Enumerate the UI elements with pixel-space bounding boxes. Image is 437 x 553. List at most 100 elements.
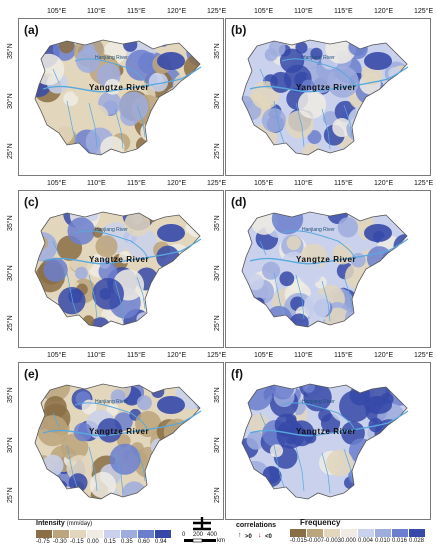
longitude-tick-label: 125°E bbox=[207, 180, 227, 187]
hanjiang-river-label: Hanjiang River bbox=[302, 399, 335, 405]
hanjiang-river-label: Hanjiang River bbox=[95, 227, 128, 233]
panel-label: (f) bbox=[231, 367, 243, 381]
longitude-tick-label: 120°E bbox=[374, 180, 394, 187]
latitude-tick-label: 35°N bbox=[7, 215, 14, 231]
legend-swatch bbox=[375, 529, 391, 537]
frequency-color-ramp bbox=[290, 529, 426, 537]
intensity-legend: Intensity (mm/day) -0.75 -0.30 -0.15 0.00 0.… bbox=[36, 520, 174, 546]
legend-swatch bbox=[392, 529, 408, 537]
legend-value: -0.15 bbox=[70, 539, 84, 545]
longitude-tick-label: 105°E bbox=[47, 352, 67, 359]
latitude-tick-label: 25°N bbox=[214, 143, 221, 159]
yangtze-river-label: Yangtze River bbox=[89, 83, 150, 92]
latitude-tick-label: 35°N bbox=[214, 387, 221, 403]
map-canvas bbox=[241, 383, 409, 500]
hanjiang-river-label: Hanjiang River bbox=[95, 399, 128, 405]
longitude-tick-label: 120°E bbox=[167, 352, 187, 359]
hanjiang-river-line bbox=[281, 230, 355, 258]
legend-swatch bbox=[138, 530, 154, 538]
arrow-down-icon: ↓ bbox=[258, 532, 262, 539]
scale-unit: km bbox=[217, 538, 225, 544]
latitude-tick-label: 30°N bbox=[7, 93, 14, 109]
longitude-tick-label: 125°E bbox=[207, 352, 227, 359]
latitude-tick-label: 25°N bbox=[214, 315, 221, 331]
legend-swatch bbox=[155, 530, 171, 538]
legend-swatch bbox=[36, 530, 52, 538]
intensity-color-ramp bbox=[36, 530, 174, 538]
legend-value: 0.000 bbox=[341, 538, 357, 544]
longitude-tick-label: 105°E bbox=[254, 8, 274, 15]
hanjiang-river-label: Hanjiang River bbox=[302, 55, 335, 61]
latitude-tick-label: 35°N bbox=[214, 43, 221, 59]
latitude-tick-label: 35°N bbox=[7, 43, 14, 59]
yangtze-river-line bbox=[42, 410, 202, 437]
longitude-tick-label: 120°E bbox=[167, 8, 187, 15]
longitude-tick-label: 110°E bbox=[294, 8, 313, 15]
longitude-tick-label: 110°E bbox=[87, 8, 106, 15]
longitude-tick-label: 125°E bbox=[414, 8, 434, 15]
latitude-tick-label: 30°N bbox=[214, 437, 221, 453]
north-arrow-icon bbox=[184, 517, 216, 543]
hanjiang-river-line bbox=[74, 402, 148, 430]
yangtze-river-label: Yangtze River bbox=[296, 83, 357, 92]
panel-label: (e) bbox=[24, 367, 39, 381]
longitude-tick-label: 120°E bbox=[167, 180, 187, 187]
latitude-tick-label: 30°N bbox=[7, 437, 14, 453]
longitude-tick-label: 110°E bbox=[294, 180, 313, 187]
hanjiang-river-label: Hanjiang River bbox=[95, 55, 128, 61]
latitude-tick-label: 25°N bbox=[7, 315, 14, 331]
yangtze-river-label: Yangtze River bbox=[296, 427, 357, 436]
legend-value: 0.016 bbox=[392, 538, 408, 544]
longitude-tick-label: 110°E bbox=[87, 352, 106, 359]
panel-label: (d) bbox=[231, 195, 247, 209]
longitude-tick-label: 115°E bbox=[334, 180, 353, 187]
legend-swatch bbox=[87, 530, 103, 538]
latitude-tick-label: 25°N bbox=[7, 487, 14, 503]
scale-label-200: 200 bbox=[193, 532, 204, 538]
longitude-tick-label: 115°E bbox=[334, 8, 353, 15]
yangtze-river-label: Yangtze River bbox=[296, 255, 357, 264]
legend-value: 0.00 bbox=[87, 539, 99, 545]
legend-value: -0.75 bbox=[36, 539, 50, 545]
map-canvas bbox=[241, 211, 409, 328]
legend-value: 0.004 bbox=[358, 538, 374, 544]
legend-value: 0.35 bbox=[121, 539, 133, 545]
correlations-title: correlations bbox=[236, 522, 277, 529]
yangtze-river-line bbox=[249, 410, 409, 437]
legend-value: -0.015 bbox=[290, 538, 308, 544]
panel-label: (b) bbox=[231, 23, 247, 37]
yangtze-river-label: Yangtze River bbox=[89, 255, 150, 264]
map-canvas bbox=[34, 39, 202, 156]
legend-swatch bbox=[358, 529, 374, 537]
longitude-tick-label: 125°E bbox=[207, 8, 227, 15]
longitude-tick-label: 110°E bbox=[87, 180, 106, 187]
yangtze-river-line bbox=[249, 238, 409, 265]
hanjiang-river-label: Hanjiang River bbox=[302, 227, 335, 233]
longitude-tick-label: 105°E bbox=[254, 180, 274, 187]
longitude-tick-label: 115°E bbox=[127, 180, 146, 187]
legend-swatch bbox=[409, 529, 425, 537]
latitude-tick-label: 35°N bbox=[214, 215, 221, 231]
scale-label-0: 0 bbox=[182, 532, 186, 538]
map-canvas bbox=[34, 211, 202, 328]
legend-value: -0.007 bbox=[307, 538, 325, 544]
longitude-tick-label: 115°E bbox=[334, 352, 353, 359]
legend-swatch bbox=[53, 530, 69, 538]
longitude-tick-label: 115°E bbox=[127, 8, 146, 15]
map-panel-e: (e) Yangtze River Hanjiang River 105°E 110°E… bbox=[7, 352, 226, 520]
positive-correlation-label: >0 bbox=[245, 534, 252, 540]
frequency-legend-values: -0.015 -0.007 -0.003 0.000 0.004 0.010 0.016 0.… bbox=[290, 538, 430, 546]
longitude-tick-label: 120°E bbox=[374, 8, 394, 15]
hanjiang-river-line bbox=[281, 402, 355, 430]
frequency-legend: Frequency -0.015 -0.007 -0.003 0.000 0.004 0.… bbox=[290, 518, 430, 546]
frequency-legend-title: Frequency bbox=[300, 518, 341, 527]
panel-label: (c) bbox=[24, 195, 39, 209]
arrow-up-icon: ↑ bbox=[238, 532, 242, 539]
map-panel-f: (f) Yangtze River Hanjiang River 105°E 110°E… bbox=[214, 352, 433, 520]
legend-value: 0.60 bbox=[138, 539, 150, 545]
longitude-tick-label: 105°E bbox=[254, 352, 274, 359]
latitude-tick-label: 30°N bbox=[7, 265, 14, 281]
panel-label: (a) bbox=[24, 23, 39, 37]
map-panel-b: (b) Yangtze River Hanjiang River 105°E 110°E… bbox=[214, 8, 433, 176]
latitude-tick-label: 30°N bbox=[214, 93, 221, 109]
